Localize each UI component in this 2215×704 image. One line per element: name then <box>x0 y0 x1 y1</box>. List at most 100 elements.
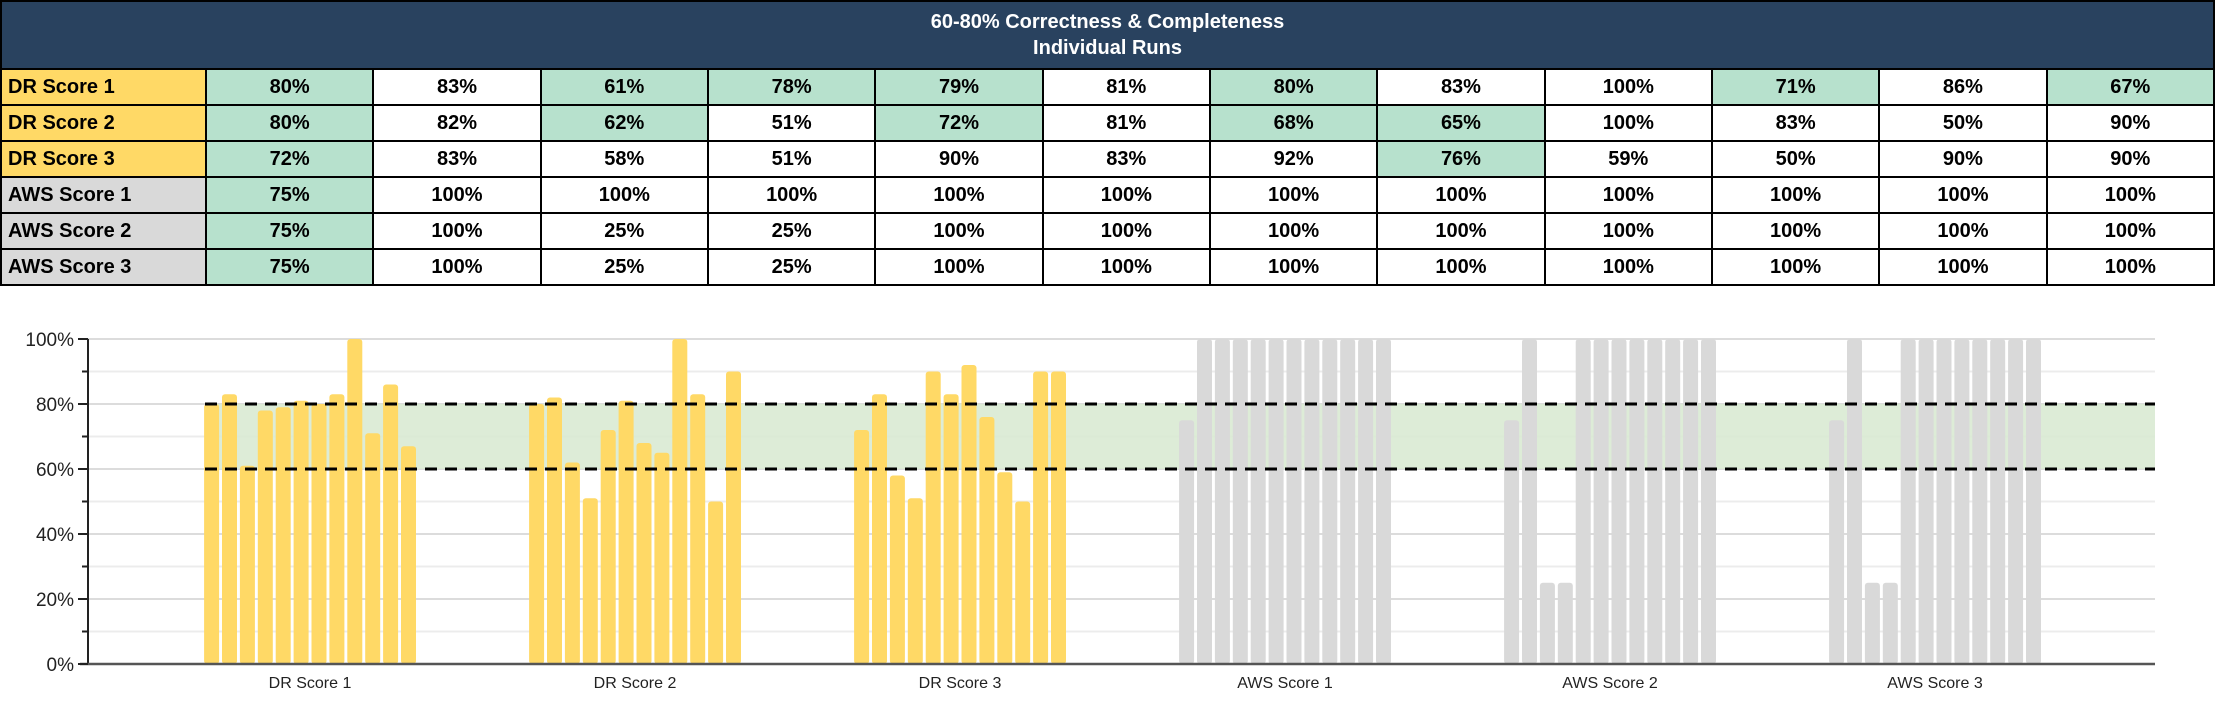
score-cell: 90% <box>1878 140 2048 178</box>
score-cell: 100% <box>874 248 1044 286</box>
score-cell: 83% <box>1710 104 1881 142</box>
score-cell: 79% <box>874 68 1044 106</box>
bar <box>1015 501 1031 664</box>
bar <box>1268 339 1284 664</box>
score-cell: 83% <box>372 140 542 178</box>
bar <box>925 371 941 664</box>
scores-table: 60-80% Correctness & Completeness Indivi… <box>0 0 2215 286</box>
bar <box>889 475 905 664</box>
bar <box>1250 339 1266 664</box>
score-cell: 25% <box>706 212 877 250</box>
score-cell: 50% <box>1878 104 2048 142</box>
x-tick-label: DR Score 1 <box>269 675 352 692</box>
bar <box>1340 339 1356 664</box>
bar <box>1197 339 1212 664</box>
bar <box>1954 339 1970 664</box>
score-cell: 82% <box>372 104 542 142</box>
score-cell: 100% <box>1041 212 1211 250</box>
score-cell: 76% <box>1376 140 1546 178</box>
score-cell: 72% <box>204 140 375 178</box>
bar-chart: DR Score 1 DR Score 2 DR Score 3 AWS Score … <box>25 330 2155 692</box>
bar <box>2026 339 2041 664</box>
score-cell: 100% <box>1041 176 1211 214</box>
bar <box>1322 339 1338 664</box>
score-cell: 100% <box>1710 176 1881 214</box>
table-title: 60-80% Correctness & Completeness Indivi… <box>0 0 2215 70</box>
score-cell: 100% <box>2045 212 2215 250</box>
bar <box>329 394 345 664</box>
score-cell: 80% <box>1208 68 1379 106</box>
bar <box>529 404 545 664</box>
bar <box>401 446 416 664</box>
score-cell: 90% <box>874 140 1044 178</box>
bar <box>1358 339 1374 664</box>
bar <box>708 501 724 664</box>
y-tick-label: 0% <box>47 655 75 676</box>
bar <box>1683 339 1699 664</box>
score-cell: 81% <box>1041 68 1211 106</box>
bar <box>997 472 1013 664</box>
bar <box>1539 582 1555 664</box>
bar <box>293 400 309 664</box>
score-cell: 100% <box>1543 176 1713 214</box>
x-tick-label: AWS Score 1 <box>1237 675 1333 692</box>
score-cell: 67% <box>2045 68 2215 106</box>
score-cell: 90% <box>2045 104 2215 142</box>
score-cell: 25% <box>539 212 709 250</box>
row-label: DR Score 1 <box>0 68 207 106</box>
score-cell: 62% <box>539 104 709 142</box>
score-cell: 100% <box>2045 176 2215 214</box>
score-cell: 100% <box>2045 248 2215 286</box>
bar <box>275 407 291 664</box>
bar <box>1629 339 1645 664</box>
score-cell: 100% <box>1208 176 1379 214</box>
bar <box>907 498 923 664</box>
bar <box>1647 339 1663 664</box>
bar <box>1701 339 1716 664</box>
score-cell: 50% <box>1710 140 1881 178</box>
bar <box>943 394 959 664</box>
bar <box>239 465 255 664</box>
score-cell: 72% <box>874 104 1044 142</box>
bar <box>600 430 616 664</box>
score-cell: 100% <box>1543 212 1713 250</box>
bar <box>204 404 220 664</box>
score-cell: 100% <box>372 212 542 250</box>
bar <box>347 339 363 664</box>
row-label: AWS Score 3 <box>0 248 207 286</box>
bar <box>1232 339 1248 664</box>
bar <box>690 394 706 664</box>
bar <box>618 400 634 664</box>
x-tick-label: AWS Score 3 <box>1887 675 1983 692</box>
bar <box>1376 339 1391 664</box>
bar <box>547 397 562 664</box>
score-cell: 100% <box>1710 212 1881 250</box>
y-tick-label: 20% <box>36 590 74 611</box>
bar <box>1214 339 1230 664</box>
score-cell: 71% <box>1710 68 1881 106</box>
bar <box>1304 339 1320 664</box>
score-cell: 83% <box>372 68 542 106</box>
table-row: AWS Score 2 75% 100% 25% 25% 100% 100% 100% 100%… <box>0 212 2215 250</box>
table-title-line2: Individual Runs <box>1033 37 1182 59</box>
bar <box>1918 339 1934 664</box>
bar <box>365 433 381 664</box>
table-row: DR Score 2 80% 82% 62% 51% 72% 81% 68% 65% 100% 83… <box>0 104 2215 142</box>
score-cell: 78% <box>706 68 877 106</box>
bar <box>1990 339 2006 664</box>
score-cell: 100% <box>1543 248 1713 286</box>
row-label: AWS Score 2 <box>0 212 207 250</box>
bar <box>582 498 598 664</box>
score-cell: 25% <box>706 248 877 286</box>
score-cell: 100% <box>874 176 1044 214</box>
row-label: DR Score 3 <box>0 140 207 178</box>
score-cell: 100% <box>1878 176 2048 214</box>
x-tick-label: AWS Score 2 <box>1562 675 1658 692</box>
table-row: AWS Score 3 75% 100% 25% 25% 100% 100% 100% 100%… <box>0 248 2215 286</box>
score-cell: 100% <box>1710 248 1881 286</box>
bar <box>564 462 580 664</box>
bar <box>1575 339 1591 664</box>
score-cell: 100% <box>1878 212 2048 250</box>
table-title-line1: 60-80% Correctness & Completeness <box>930 11 1285 33</box>
bar <box>1557 582 1573 664</box>
